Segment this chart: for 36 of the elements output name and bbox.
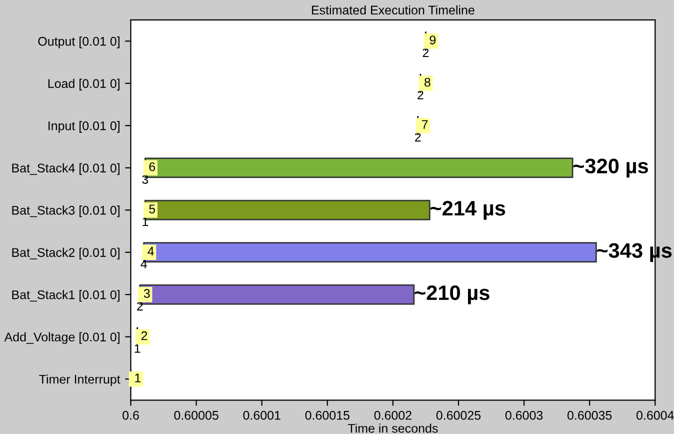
annotation: 2 bbox=[415, 132, 421, 142]
annotation: 7 bbox=[422, 120, 428, 129]
x-tick-label: 0.60015 bbox=[305, 410, 350, 420]
annotation: 4 bbox=[140, 260, 147, 268]
y-tick-label: Add_Voltage [0.01 0] bbox=[4, 332, 120, 344]
annotation: 9 bbox=[430, 36, 436, 44]
y-tick-label: Timer Interrupt bbox=[39, 374, 120, 386]
y-tick-label: Bat_Stack4 [0.01 0] bbox=[12, 163, 120, 175]
y-tick-label: Bat_Stack3 [0.01 0] bbox=[12, 206, 120, 218]
x-tick-label: 0.6003 bbox=[505, 410, 543, 420]
annotation: ~320 µs bbox=[573, 158, 648, 178]
x-tick-label: 0.60035 bbox=[567, 410, 612, 420]
y-tick-label: Output [0.01 0] bbox=[38, 36, 120, 48]
annotation: ~210 µs bbox=[414, 285, 490, 304]
annotation: 2 bbox=[137, 302, 143, 310]
x-tick-label: 0.6001 bbox=[243, 410, 280, 420]
x-axis-title: Time in seconds bbox=[348, 424, 438, 433]
y-tick-label: Bat_Stack2 [0.01 0] bbox=[12, 248, 120, 260]
x-tick-label: 0.6004 bbox=[636, 410, 674, 420]
x-tick-label: 0.60025 bbox=[436, 410, 481, 420]
x-tick-label: 0.6002 bbox=[374, 410, 412, 420]
y-tick-label: Bat_Stack1 [0.01 0] bbox=[12, 290, 120, 302]
annotation: 6 bbox=[149, 162, 156, 172]
x-tick-label: 0.6 bbox=[122, 410, 139, 420]
x-tick-label: 0.60005 bbox=[174, 410, 218, 420]
annotation: ~214 µs bbox=[430, 200, 506, 220]
y-tick-label: Input [0.01 0] bbox=[48, 121, 120, 133]
annotation: 3 bbox=[144, 289, 150, 298]
annotation: 4 bbox=[148, 246, 154, 256]
annotation: 5 bbox=[149, 204, 156, 214]
annotation: 2 bbox=[422, 48, 429, 57]
chart-title: Estimated Execution Timeline bbox=[312, 5, 474, 15]
y-tick-label: Load [0.01 0] bbox=[48, 78, 120, 90]
annotation: 2 bbox=[141, 331, 148, 340]
annotation: 1 bbox=[135, 374, 141, 382]
annotation: 8 bbox=[424, 78, 430, 87]
